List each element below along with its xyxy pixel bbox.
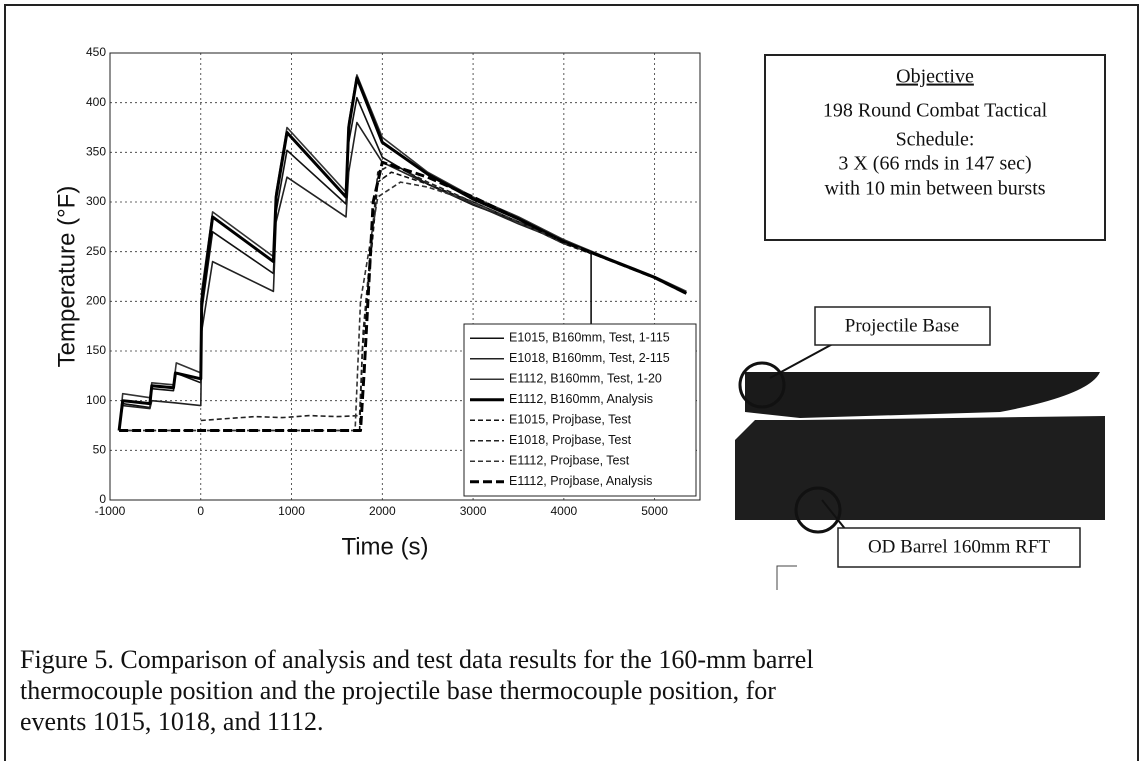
- x-tick-label: 2000: [369, 504, 396, 518]
- caption-line: Figure 5. Comparison of analysis and tes…: [20, 645, 814, 674]
- x-axis-label: Time (s): [341, 533, 428, 560]
- diagram: Projectile Base OD Barrel 160mm RFT: [735, 307, 1105, 590]
- y-tick-label: 200: [86, 294, 106, 308]
- y-tick-label: 50: [93, 443, 107, 457]
- objective-heading: Objective: [896, 66, 974, 88]
- legend-label: E1015, Projbase, Test: [509, 413, 632, 427]
- projectile: [745, 372, 1100, 418]
- caption-line: thermocouple position and the projectile…: [20, 676, 776, 705]
- y-tick-label: 450: [86, 45, 106, 59]
- legend-label: E1112, Projbase, Analysis: [509, 474, 652, 488]
- y-tick-label: 400: [86, 95, 106, 109]
- y-tick-label: 150: [86, 343, 106, 357]
- y-tick-label: 350: [86, 145, 106, 159]
- y-tick-label: 300: [86, 194, 106, 208]
- page: Objective 198 Round Combat Tactical Sche…: [0, 0, 1143, 761]
- x-tick-label: 1000: [278, 504, 305, 518]
- x-tick-label: 0: [197, 504, 204, 518]
- projectile-label: Projectile Base: [845, 315, 960, 336]
- legend-label: E1018, Projbase, Test: [509, 433, 632, 447]
- legend-label: E1112, B160mm, Test, 1-20: [509, 372, 662, 386]
- x-tick-label: -1000: [95, 504, 126, 518]
- y-tick-label: 250: [86, 244, 106, 258]
- barrel-label: OD Barrel 160mm RFT: [868, 536, 1050, 557]
- y-tick-label: 100: [86, 393, 106, 407]
- legend-box: [464, 324, 696, 496]
- x-tick-label: 4000: [550, 504, 577, 518]
- objective-line: 198 Round Combat Tactical: [823, 100, 1048, 122]
- x-tick-label: 3000: [460, 504, 487, 518]
- y-axis-label: Temperature (°F): [53, 186, 80, 368]
- legend-label: E1015, B160mm, Test, 1-115: [509, 331, 670, 345]
- objective-line: Schedule:: [896, 129, 975, 151]
- legend-label: E1112, B160mm, Analysis: [509, 392, 653, 406]
- objective-line: with 10 min between bursts: [824, 178, 1045, 200]
- corner-mark: [777, 566, 797, 590]
- barrel: [735, 416, 1105, 520]
- x-tick-label: 5000: [641, 504, 668, 518]
- objective-line: 3 X (66 rnds in 147 sec): [838, 153, 1031, 175]
- caption-line: events 1015, 1018, and 1112.: [20, 707, 324, 736]
- legend-label: E1018, B160mm, Test, 2-115: [509, 351, 670, 365]
- legend-label: E1112, Projbase, Test: [509, 454, 630, 468]
